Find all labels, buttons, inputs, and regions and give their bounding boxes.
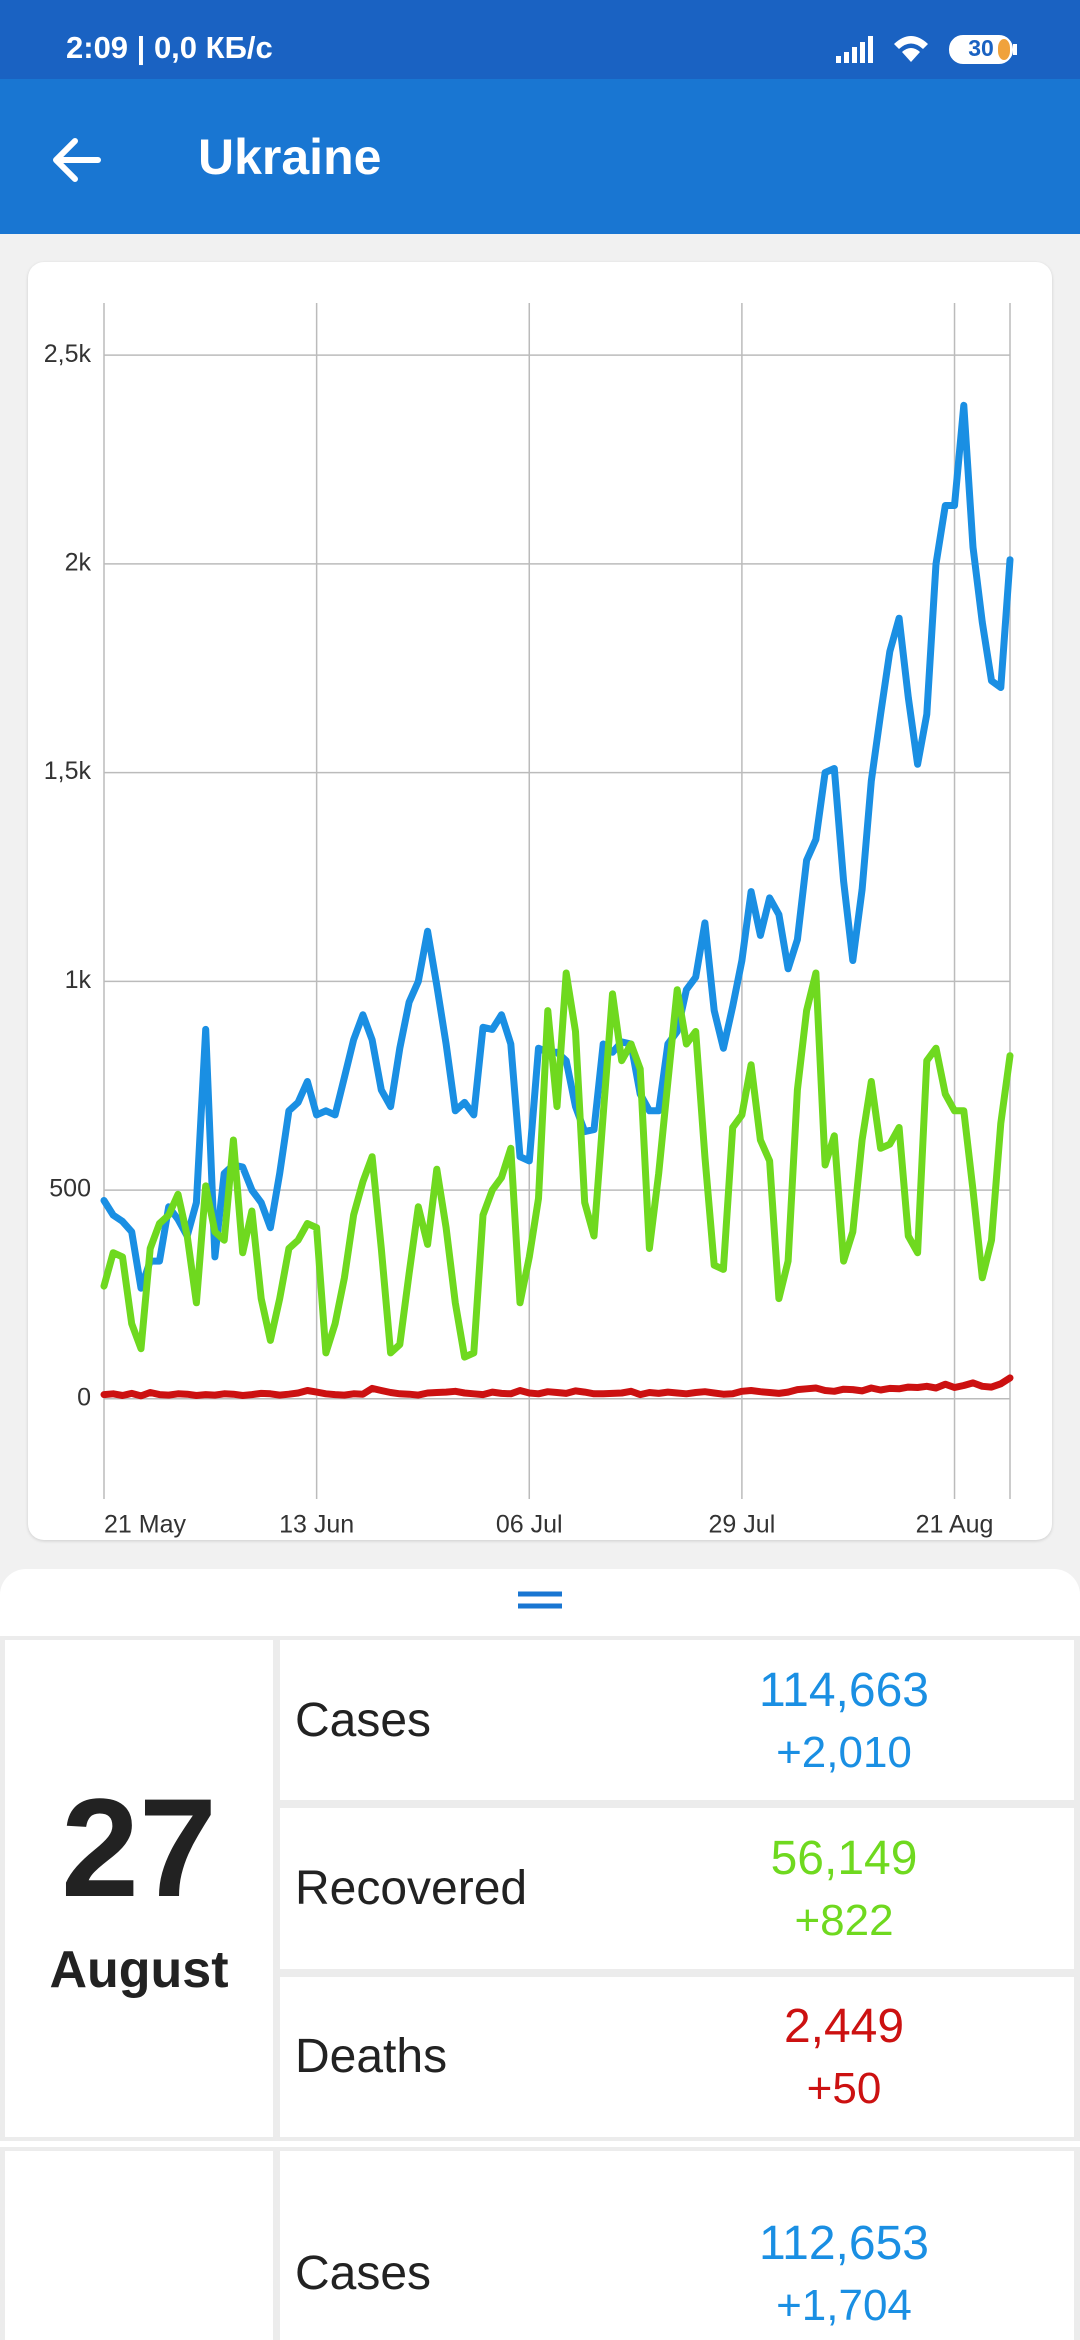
stat-change: +1,704	[776, 2280, 912, 2330]
battery-icon	[949, 35, 1013, 64]
stat-total: 114,663	[759, 1663, 929, 1717]
stat-row: Recovered 56,149 +822	[280, 1808, 1074, 1969]
stat-row: Deaths 2,449 +50	[280, 1976, 1074, 2137]
stat-total: 56,149	[770, 1831, 918, 1885]
app-title: Ukraine	[198, 129, 381, 185]
app-bar-content: Ukraine	[53, 129, 381, 185]
stat-total: 112,653	[759, 2216, 929, 2270]
battery-level	[998, 39, 1010, 60]
wifi-icon	[894, 36, 928, 62]
y-tick-label: 2k	[65, 549, 92, 577]
x-tick-label: 13 Jun	[279, 1511, 354, 1539]
date-cell: 26	[5, 2151, 273, 2340]
x-tick-label: 29 Jul	[709, 1511, 776, 1539]
stat-label: Cases	[295, 1693, 432, 1747]
battery-tip	[1013, 44, 1017, 55]
y-tick-label: 1k	[65, 966, 92, 994]
stat-values: 114,663 +2,010	[649, 1640, 1039, 1800]
chart: 0 500 1k 1,5k 2k 2,5k 21 May 13 Jun 06 Jul 29 Jul…	[44, 303, 1014, 1539]
stat-change: +50	[806, 2064, 882, 2114]
y-tick-label: 1,5k	[44, 757, 92, 785]
signal-icon	[836, 36, 873, 63]
stat-label: Deaths	[295, 2030, 448, 2084]
stat-label: Cases	[295, 2246, 432, 2300]
x-tick-label: 21 May	[104, 1511, 186, 1539]
battery-text: 30	[968, 35, 994, 61]
day-list: 27 August Cases 114,663 +2,010 Recovered 56,14…	[0, 1636, 1080, 2340]
stat-values: 2,449 +50	[649, 1977, 1039, 2137]
day-block: 27 August Cases 114,663 +2,010 Recovered 56,14…	[0, 1636, 1080, 2141]
status-bar: 2:09 | 0,0 КБ/с 30	[0, 0, 1080, 79]
stat-row: Cases 112,653 +1,704	[280, 2151, 1074, 2340]
data-line	[100, 969, 1014, 1361]
stat-total: 2,449	[783, 2000, 905, 2054]
y-tick-label: 2,5k	[44, 340, 92, 368]
x-tick-label: 06 Jul	[496, 1511, 563, 1539]
app-bar: Ukraine	[0, 79, 1080, 234]
data-line	[100, 401, 1014, 1292]
y-tick-label: 500	[49, 1175, 91, 1203]
y-tick-label: 0	[77, 1383, 91, 1411]
stat-values: 112,653 +1,704	[649, 2151, 1039, 2340]
status-icons: 2:09 | 0,0 КБ/с 30	[66, 30, 1017, 65]
sheet-handle[interactable]	[0, 1583, 1080, 1623]
stat-label: Recovered	[295, 1861, 528, 1915]
day-number: 27	[61, 1768, 217, 1926]
date-cell: 27 August	[5, 1640, 273, 2137]
back-button[interactable]	[53, 138, 101, 182]
day-block: 26Cases112,653+1,70455,327	[0, 2147, 1080, 2340]
stat-row: Cases 114,663 +2,010	[280, 1640, 1074, 1801]
data-line	[100, 1374, 1014, 1400]
stat-change: +2,010	[776, 1727, 912, 1777]
status-time: 2:09 | 0,0 КБ/с	[66, 30, 273, 65]
month-name: August	[49, 1940, 229, 1999]
bottom-sheet: 27 August Cases 114,663 +2,010 Recovered 56,14…	[0, 1569, 1080, 2340]
day-number: 26	[61, 2329, 217, 2340]
chart-card	[28, 262, 1052, 1540]
stat-rows: Cases 114,663 +2,010 Recovered 56,149 +822 Dea…	[280, 1640, 1074, 2137]
x-tick-label: 21 Aug	[916, 1511, 994, 1539]
stat-values: 56,149 +822	[649, 1808, 1039, 1968]
stat-change: +822	[794, 1895, 894, 1945]
